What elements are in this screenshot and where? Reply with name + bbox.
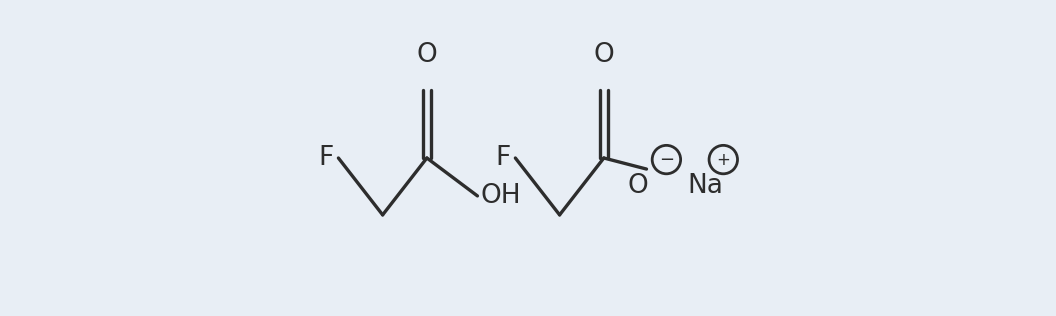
Text: −: − <box>659 151 674 168</box>
Text: F: F <box>319 145 334 171</box>
Text: O: O <box>627 173 648 199</box>
Text: Na: Na <box>687 173 723 199</box>
Text: OH: OH <box>480 183 522 209</box>
Text: O: O <box>416 42 437 68</box>
Text: O: O <box>593 42 615 68</box>
Text: F: F <box>495 145 511 171</box>
Text: +: + <box>716 151 731 168</box>
